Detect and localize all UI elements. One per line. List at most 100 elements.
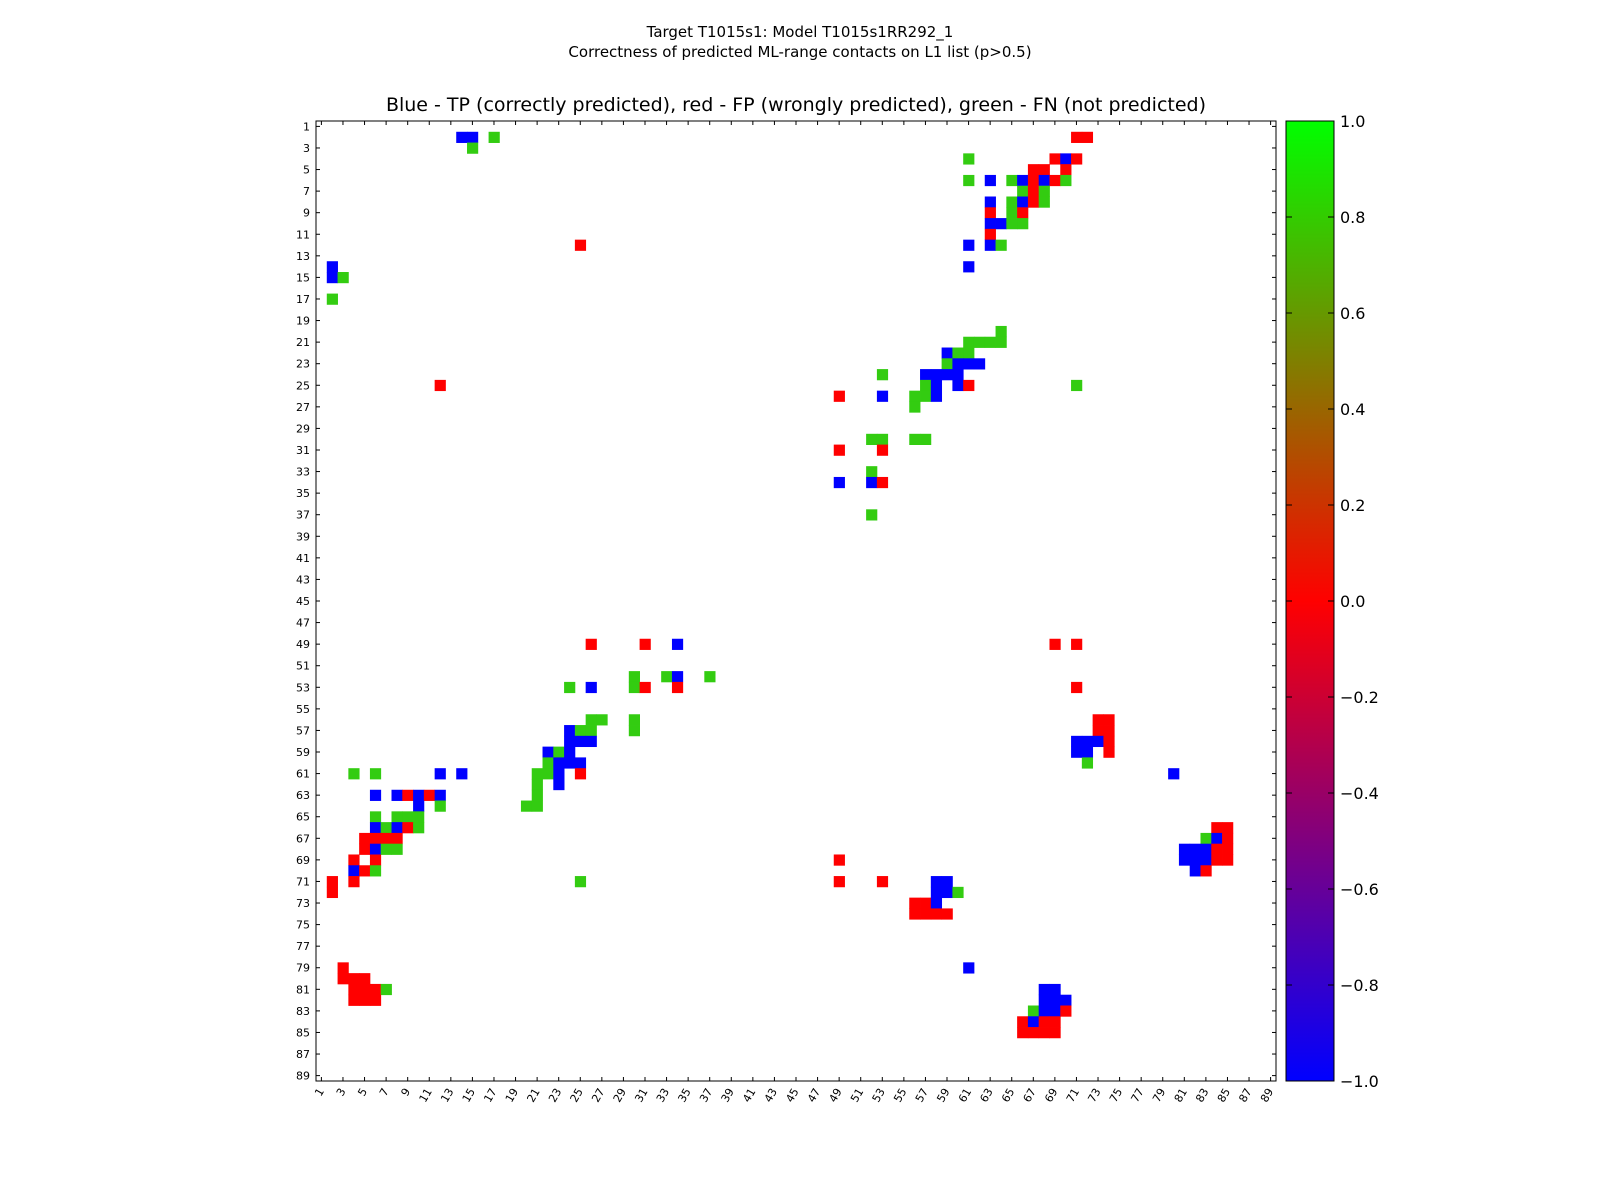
contact-cell	[369, 789, 382, 801]
colorbar-tick-label: 0.6	[1340, 304, 1365, 323]
contact-cell	[1200, 865, 1212, 877]
x-tick-label: 89	[1258, 1086, 1276, 1105]
y-tick-label: 57	[296, 724, 310, 737]
y-tick-label: 69	[296, 854, 310, 867]
x-tick-label: 87	[1236, 1086, 1254, 1105]
y-tick-label: 29	[296, 422, 310, 435]
contact-cell	[984, 336, 996, 348]
contact-cell	[380, 983, 392, 996]
contact-cell	[876, 444, 889, 456]
plot-frame	[315, 120, 1277, 1082]
contact-cell	[628, 671, 640, 683]
colorbar-ticks: 1.0 0.8 0.6 0.4 0.2 0.0 −0.2 −0.4 −0.6 −0.8 −1.0	[1286, 112, 1379, 1091]
contact-cell	[1178, 854, 1191, 866]
y-tick-label: 21	[296, 336, 310, 349]
y-tick-label: 59	[296, 746, 310, 759]
contact-cell	[833, 876, 845, 888]
y-tick-label: 31	[296, 444, 310, 457]
contact-cell	[1178, 843, 1191, 855]
contact-cell	[1017, 174, 1029, 187]
y-tick-label: 7	[303, 185, 310, 198]
contact-cell	[585, 735, 597, 748]
contact-cell	[574, 725, 587, 737]
x-tick-label: 57	[913, 1086, 931, 1105]
contact-cell	[876, 476, 889, 489]
contact-cell	[1211, 854, 1223, 866]
y-tick-label: 73	[296, 897, 310, 910]
x-tick-label: 53	[870, 1086, 888, 1105]
contact-cell	[1038, 174, 1050, 187]
contact-cell	[391, 832, 403, 845]
contact-cell	[1038, 196, 1050, 208]
contact-cell	[531, 778, 543, 791]
colorbar-tick-label: −0.4	[1340, 784, 1379, 803]
y-tick-label: 79	[296, 962, 310, 975]
colorbar-tick-label: 1.0	[1340, 112, 1365, 131]
contact-cell	[380, 832, 392, 845]
contact-cell	[876, 369, 889, 381]
x-tick-label: 51	[848, 1086, 866, 1105]
contact-cell	[348, 768, 360, 780]
y-tick-label: 9	[303, 207, 310, 220]
y-tick-label: 67	[296, 832, 310, 845]
y-tick-label: 11	[296, 228, 310, 241]
contact-cell	[553, 757, 565, 769]
contact-cell	[574, 735, 587, 748]
contact-cell	[1049, 1027, 1061, 1039]
contact-cell	[434, 768, 446, 780]
x-tick-label: 85	[1215, 1086, 1233, 1105]
contact-cell	[585, 681, 597, 694]
contact-cell	[1027, 196, 1040, 208]
contact-cell	[326, 886, 338, 899]
contact-cell	[984, 239, 996, 251]
contact-cell	[1081, 757, 1094, 769]
y-tick-label: 27	[296, 401, 310, 414]
y-tick-label: 15	[296, 271, 310, 284]
contact-cell	[941, 876, 953, 888]
x-tick-label: 73	[1085, 1086, 1103, 1105]
y-tick-label: 23	[296, 358, 310, 371]
contact-cell	[909, 401, 921, 413]
x-axis: 1 3 5 7 9 11 13 15 17 19 21 23 25 27 29 31 33 35 37 39 41 43 4…	[312, 121, 1276, 1105]
contact-cell	[1222, 854, 1234, 866]
contact-cell	[1017, 218, 1029, 230]
x-tick-label: 71	[1064, 1086, 1082, 1105]
y-tick-label: 85	[296, 1026, 310, 1039]
contact-cell	[984, 207, 996, 219]
contact-cell	[542, 746, 554, 758]
y-tick-label: 17	[296, 293, 310, 306]
x-tick-label: 33	[654, 1086, 672, 1105]
contact-cell	[995, 218, 1007, 230]
contact-cell	[1222, 832, 1234, 845]
contact-cell	[423, 789, 436, 801]
contact-cell	[920, 897, 932, 909]
x-tick-label: 23	[546, 1086, 564, 1105]
contact-cell	[326, 272, 338, 284]
contact-cell	[467, 131, 479, 143]
x-tick-label: 39	[719, 1086, 737, 1105]
contact-cell	[1027, 164, 1040, 176]
x-tick-label: 35	[675, 1086, 693, 1105]
contact-cell	[520, 800, 533, 812]
x-tick-label: 11	[417, 1086, 435, 1105]
contact-cell	[456, 131, 468, 143]
x-tick-label: 15	[460, 1086, 478, 1105]
contact-cell	[467, 142, 479, 154]
contact-cell	[963, 358, 975, 370]
contact-cell	[1071, 746, 1083, 758]
contact-cell	[413, 811, 425, 823]
contact-cell	[596, 714, 608, 726]
x-tick-label: 31	[632, 1086, 650, 1105]
contact-cell	[348, 854, 360, 866]
x-tick-label: 21	[524, 1086, 542, 1105]
contact-cell	[1081, 746, 1094, 758]
contact-cell	[531, 768, 543, 780]
y-tick-label: 3	[303, 142, 310, 155]
contact-cell	[574, 876, 587, 888]
colorbar-tick-label: −0.8	[1340, 976, 1379, 995]
contact-cell	[1027, 1005, 1040, 1017]
contact-cell	[1038, 1016, 1050, 1028]
contact-cell	[413, 822, 425, 834]
contact-cell	[359, 843, 371, 855]
contact-cell	[1103, 735, 1115, 748]
